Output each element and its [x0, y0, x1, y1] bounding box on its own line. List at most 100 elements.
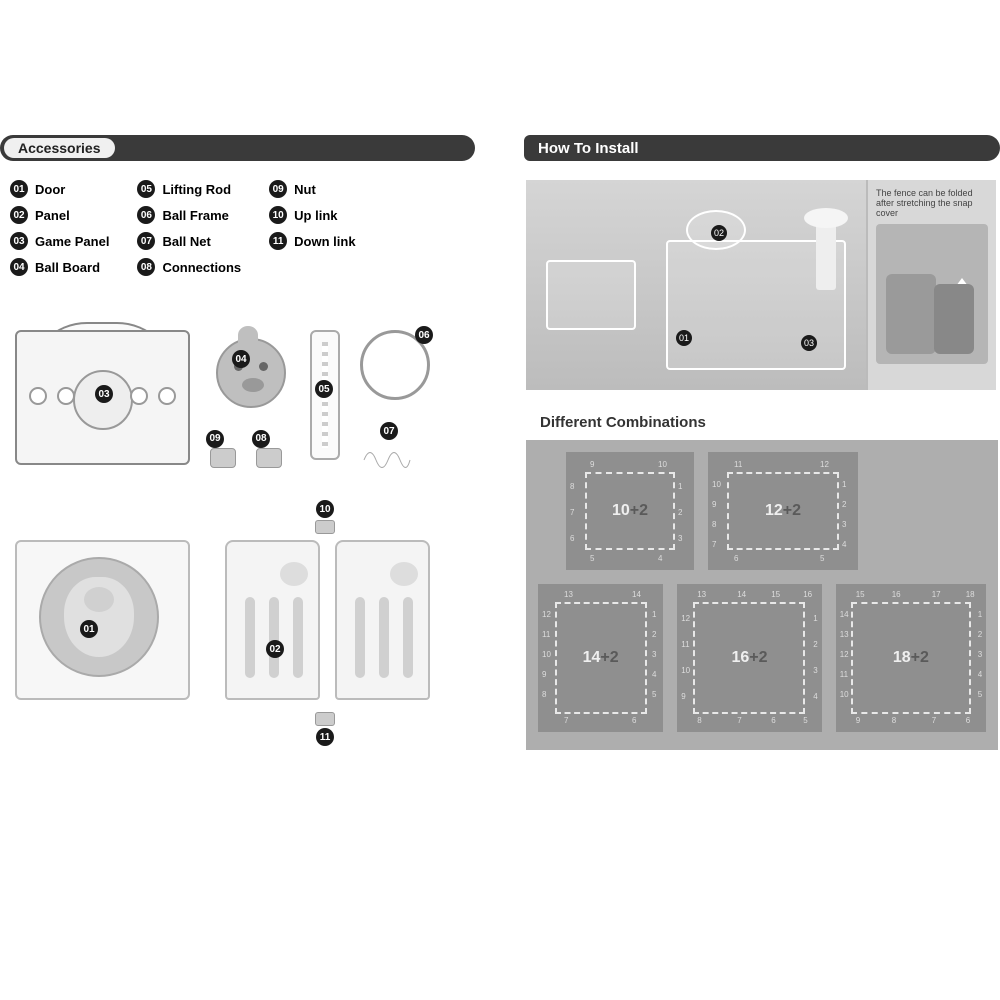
combo-edge-num: 4 [813, 692, 817, 701]
combo-edge-num: 1 [652, 610, 656, 619]
callout-01: 01 [80, 620, 98, 638]
combo-edge-num: 7 [570, 508, 574, 517]
combo-label: 10+2 [612, 502, 648, 520]
part-panel-b [335, 540, 430, 700]
combo-edge-num: 8 [712, 520, 716, 529]
combo-tile: 10+291012345678 [566, 452, 694, 570]
callout-06: 06 [415, 326, 433, 344]
combo-edge-num: 12 [681, 614, 690, 623]
combo-edge-num: 16 [803, 590, 812, 599]
part-up-link [315, 520, 335, 534]
accessory-item: 01Door [10, 180, 109, 198]
callout-05: 05 [315, 380, 333, 398]
combo-edge-num: 9 [542, 670, 546, 679]
combo-edge-num: 13 [840, 630, 849, 639]
room-label-01: 01 [676, 330, 692, 346]
accessory-badge: 10 [269, 206, 287, 224]
accessory-badge: 08 [137, 258, 155, 276]
accessory-badge: 05 [137, 180, 155, 198]
install-title: How To Install [538, 140, 639, 157]
accessory-badge: 07 [137, 232, 155, 250]
combo-edge-num: 11 [734, 460, 742, 469]
combo-edge-num: 6 [734, 554, 738, 563]
part-ball-net [362, 440, 412, 470]
combo-edge-num: 1 [678, 482, 682, 491]
combo-edge-num: 15 [771, 590, 780, 599]
part-nut [210, 448, 236, 468]
accessory-item: 03 Game Panel [10, 232, 109, 250]
combo-tile: 12+2111212345678910 [708, 452, 858, 570]
combo-edge-num: 12 [542, 610, 551, 619]
combo-edge-num: 5 [652, 690, 656, 699]
part-door [15, 540, 190, 700]
callout-09: 09 [206, 430, 224, 448]
callout-10: 10 [316, 500, 334, 518]
combo-edge-num: 8 [892, 716, 896, 725]
room-label-03: 03 [801, 335, 817, 351]
combo-edge-num: 7 [712, 540, 716, 549]
combo-edge-num: 10 [542, 650, 551, 659]
combo-edge-num: 14 [840, 610, 849, 619]
callout-07: 07 [380, 422, 398, 440]
combo-edge-num: 3 [842, 520, 846, 529]
accessories-list: 01Door02Panel03Game Panel04Ball Board 05… [10, 180, 470, 276]
accessory-badge: 02 [10, 206, 28, 224]
combo-edge-num: 5 [590, 554, 594, 563]
accessory-item: 05Lifting Rod [137, 180, 241, 198]
fold-note-panel: The fence can be folded after stretching… [866, 180, 996, 390]
room-label-02: 02 [711, 225, 727, 241]
combo-edge-num: 15 [856, 590, 865, 599]
accessory-badge: 06 [137, 206, 155, 224]
accessory-label: Game Panel [35, 234, 109, 249]
room-scene: 01 02 03 [526, 180, 866, 390]
combo-edge-num: 13 [564, 590, 573, 599]
combo-edge-num: 12 [840, 650, 849, 659]
combo-edge-num: 9 [681, 692, 685, 701]
combo-edge-num: 7 [737, 716, 741, 725]
fold-image [876, 224, 988, 364]
combo-edge-num: 3 [652, 650, 656, 659]
fold-note-text: The fence can be folded after stretching… [876, 188, 988, 218]
accessory-item: 07Ball Net [137, 232, 241, 250]
callout-08: 08 [252, 430, 270, 448]
combo-edge-num: 10 [712, 480, 721, 489]
combo-edge-num: 11 [681, 640, 689, 649]
combo-edge-num: 5 [820, 554, 824, 563]
accessory-label: Down link [294, 234, 355, 249]
accessory-badge: 01 [10, 180, 28, 198]
combo-edge-num: 4 [978, 670, 982, 679]
combo-edge-num: 2 [652, 630, 656, 639]
small-parts-row: 09 08 07 [210, 440, 352, 475]
combo-edge-num: 10 [658, 460, 667, 469]
accessory-badge: 03 [10, 232, 28, 250]
combo-edge-num: 1 [842, 480, 846, 489]
accessory-label: Nut [294, 182, 316, 197]
combo-edge-num: 5 [803, 716, 807, 725]
combo-label: 14+2 [583, 649, 619, 667]
part-down-link [315, 712, 335, 726]
combo-edge-num: 8 [570, 482, 574, 491]
combo-edge-num: 8 [542, 690, 546, 699]
combo-edge-num: 6 [966, 716, 970, 725]
combo-label: 16+2 [731, 649, 767, 667]
part-ball-board [210, 320, 295, 415]
combo-edge-num: 6 [570, 534, 574, 543]
combo-edge-num: 6 [771, 716, 775, 725]
combo-edge-num: 2 [978, 630, 982, 639]
combo-edge-num: 7 [932, 716, 936, 725]
accessory-item: 11Down link [269, 232, 355, 250]
callout-11: 11 [316, 728, 334, 746]
combo-edge-num: 4 [652, 670, 656, 679]
combo-edge-num: 18 [966, 590, 975, 599]
combo-edge-num: 3 [813, 666, 817, 675]
accessories-pill: Accessories [4, 138, 115, 158]
part-panel-a [225, 540, 320, 700]
combo-edge-num: 12 [820, 460, 829, 469]
accessory-item: 09Nut [269, 180, 355, 198]
install-photo: 01 02 03 The fence can be folded after s… [526, 180, 996, 390]
accessory-label: Connections [162, 260, 241, 275]
callout-03: 03 [95, 385, 113, 403]
accessory-item: 08 Connections [137, 258, 241, 276]
combinations-panel: 10+29101234567812+2111212345678910 14+21… [526, 440, 998, 750]
combo-edge-num: 9 [712, 500, 716, 509]
